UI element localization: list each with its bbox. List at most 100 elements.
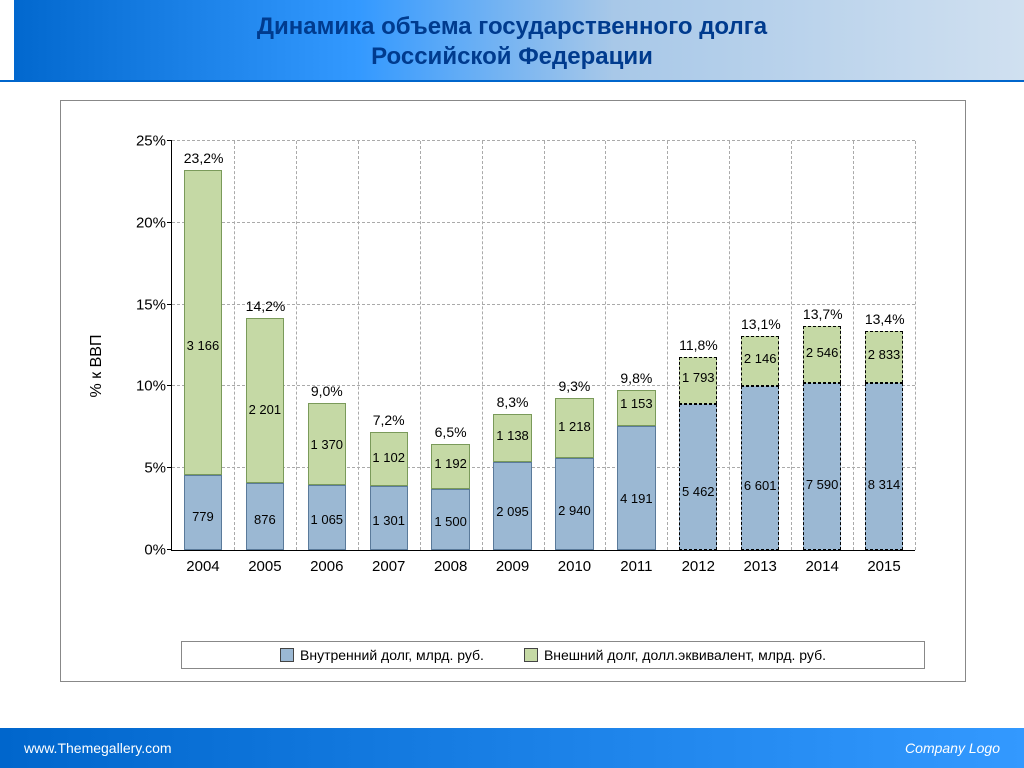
bar-group: 7 590 2 546 13,7% <box>803 141 841 550</box>
legend-internal: Внутренний долг, млрд. руб. <box>280 647 484 663</box>
chart-inner: % к ВВП 0% 5% 10% 15% 20% 25% 2004 779 3 166 23,2… <box>91 121 935 611</box>
gridline-v <box>667 141 668 550</box>
bar-internal <box>741 386 779 550</box>
bar-value-external: 1 218 <box>555 419 593 434</box>
bar-value-external: 2 546 <box>803 345 841 360</box>
x-tick: 2015 <box>867 558 900 575</box>
y-tick: 5% <box>122 460 166 477</box>
y-tick: 10% <box>122 378 166 395</box>
plot-area: 0%5%10%15%20%25%20047793 16623,2%2005876… <box>171 141 915 551</box>
gridline-v <box>358 141 359 550</box>
bar-total-label: 8,3% <box>493 394 531 410</box>
gridline-v <box>482 141 483 550</box>
y-tick: 15% <box>122 296 166 313</box>
x-tick: 2005 <box>248 558 281 575</box>
gridline-v <box>234 141 235 550</box>
x-tick: 2014 <box>805 558 838 575</box>
bar-internal <box>803 383 841 550</box>
bar-total-label: 9,3% <box>555 378 593 394</box>
bar-group: 5 462 1 793 11,8% <box>679 141 717 550</box>
title-line2: Российской Федерации <box>0 42 1024 72</box>
gridline-v <box>791 141 792 550</box>
slide-header: Динамика объема государственного долга Р… <box>0 0 1024 82</box>
bar-external <box>246 318 284 483</box>
legend: Внутренний долг, млрд. руб. Внешний долг… <box>181 641 925 669</box>
footer-logo: Company Logo <box>905 740 1000 756</box>
x-tick: 2009 <box>496 558 529 575</box>
x-tick: 2008 <box>434 558 467 575</box>
bar-group: 6 601 2 146 13,1% <box>741 141 779 550</box>
bar-value-external: 1 153 <box>617 396 655 411</box>
x-tick: 2010 <box>558 558 591 575</box>
x-tick: 2011 <box>620 558 652 575</box>
bar-external <box>184 170 222 474</box>
gridline-v <box>420 141 421 550</box>
x-tick: 2006 <box>310 558 343 575</box>
y-tick: 20% <box>122 214 166 231</box>
legend-external: Внешний долг, долл.эквивалент, млрд. руб… <box>524 647 826 663</box>
bar-total-label: 7,2% <box>370 412 408 428</box>
bar-group: 1 065 1 370 9,0% <box>308 141 346 550</box>
y-tick: 0% <box>122 542 166 559</box>
bar-value-external: 1 370 <box>308 437 346 452</box>
bar-value-external: 1 192 <box>431 456 469 471</box>
bar-group: 2 940 1 218 9,3% <box>555 141 593 550</box>
gridline-v <box>296 141 297 550</box>
legend-swatch-external <box>524 648 538 662</box>
bar-value-external: 1 102 <box>370 450 408 465</box>
legend-label-internal: Внутренний долг, млрд. руб. <box>300 647 484 663</box>
bar-total-label: 9,0% <box>308 383 346 399</box>
x-tick: 2012 <box>682 558 715 575</box>
bar-value-internal: 1 500 <box>431 514 469 529</box>
bar-total-label: 9,8% <box>617 370 655 386</box>
chart-container: % к ВВП 0% 5% 10% 15% 20% 25% 2004 779 3 166 23,2… <box>60 100 966 682</box>
bar-value-internal: 6 601 <box>741 478 779 493</box>
bar-total-label: 13,4% <box>865 311 903 327</box>
bar-value-internal: 779 <box>184 509 222 524</box>
bar-value-internal: 2 940 <box>555 503 593 518</box>
bar-value-internal: 5 462 <box>679 484 717 499</box>
bar-total-label: 6,5% <box>431 424 469 440</box>
bar-total-label: 11,8% <box>679 337 717 353</box>
bar-value-internal: 2 095 <box>493 504 531 519</box>
title-line1: Динамика объема государственного долга <box>0 12 1024 42</box>
x-tick: 2013 <box>744 558 777 575</box>
bar-value-internal: 876 <box>246 512 284 527</box>
bar-value-internal: 1 301 <box>370 513 408 528</box>
legend-label-external: Внешний долг, долл.эквивалент, млрд. руб… <box>544 647 826 663</box>
bar-total-label: 13,1% <box>741 316 779 332</box>
bar-group: 2 095 1 138 8,3% <box>493 141 531 550</box>
bar-group: 779 3 166 23,2% <box>184 141 222 550</box>
bar-value-external: 3 166 <box>184 338 222 353</box>
legend-swatch-internal <box>280 648 294 662</box>
y-tick: 25% <box>122 133 166 150</box>
bar-value-internal: 8 314 <box>865 477 903 492</box>
gridline-v <box>853 141 854 550</box>
bar-group: 8 314 2 833 13,4% <box>865 141 903 550</box>
footer-link[interactable]: www.Themegallery.com <box>24 740 172 756</box>
bar-value-external: 2 146 <box>741 351 779 366</box>
bar-value-external: 1 793 <box>679 370 717 385</box>
bar-value-internal: 1 065 <box>308 512 346 527</box>
bar-value-external: 2 833 <box>865 347 903 362</box>
bar-value-external: 1 138 <box>493 428 531 443</box>
bar-total-label: 23,2% <box>184 150 222 166</box>
bar-internal <box>865 383 903 550</box>
bar-group: 1 500 1 192 6,5% <box>431 141 469 550</box>
y-axis-label: % к ВВП <box>88 335 106 398</box>
gridline-v <box>729 141 730 550</box>
bar-value-internal: 7 590 <box>803 477 841 492</box>
x-tick: 2004 <box>186 558 219 575</box>
gridline-v <box>605 141 606 550</box>
bar-value-internal: 4 191 <box>617 491 655 506</box>
bar-group: 1 301 1 102 7,2% <box>370 141 408 550</box>
x-tick: 2007 <box>372 558 405 575</box>
bar-total-label: 14,2% <box>246 298 284 314</box>
slide-title: Динамика объема государственного долга Р… <box>0 0 1024 72</box>
bar-value-external: 2 201 <box>246 402 284 417</box>
gridline-v <box>544 141 545 550</box>
bar-internal <box>617 426 655 550</box>
bar-group: 4 191 1 153 9,8% <box>617 141 655 550</box>
slide-footer: www.Themegallery.com Company Logo <box>0 728 1024 768</box>
bar-total-label: 13,7% <box>803 306 841 322</box>
